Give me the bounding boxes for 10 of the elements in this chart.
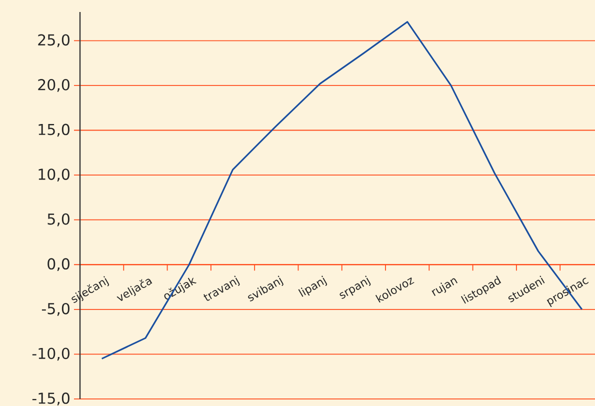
y-tick-label: 25,0: [38, 34, 70, 48]
y-tick-label: 20,0: [38, 79, 70, 92]
y-tick-label: 0,0: [48, 258, 70, 272]
y-tick-label: -15,0: [32, 392, 70, 406]
y-tick-label: 10,0: [38, 168, 70, 182]
y-tick-label: 5,0: [48, 213, 70, 226]
y-tick-label: -10,0: [32, 348, 70, 361]
y-tick-label: -5,0: [42, 302, 70, 316]
x-tick-label: rujan: [432, 278, 458, 296]
y-tick-label: 15,0: [38, 124, 70, 137]
